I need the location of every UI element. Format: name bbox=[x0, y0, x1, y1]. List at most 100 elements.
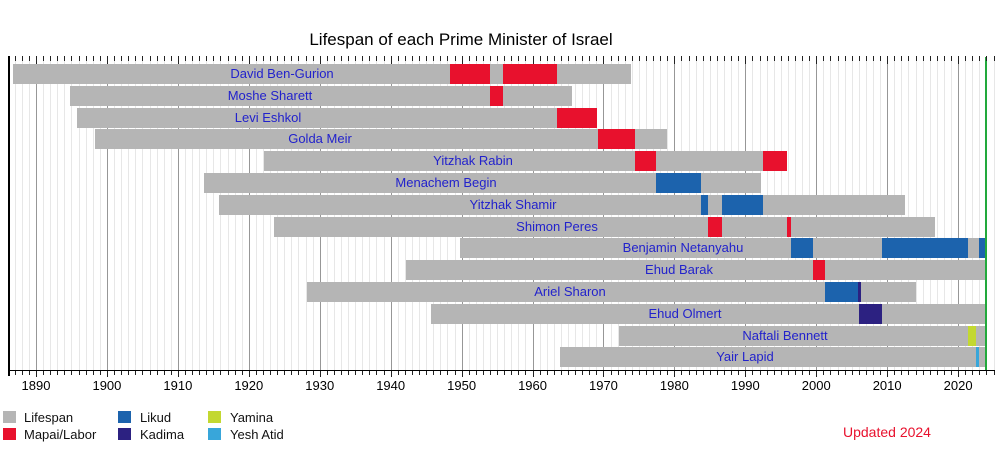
axis-tick-top bbox=[206, 56, 208, 61]
legend-label-mapai-labor: Mapai/Labor bbox=[24, 427, 97, 442]
term-segment-mapai_labor bbox=[557, 107, 598, 128]
axis-tick-top bbox=[560, 56, 562, 61]
axis-tick-top bbox=[681, 56, 683, 61]
axis-tick-top bbox=[64, 56, 66, 61]
axis-tick-bottom bbox=[85, 370, 87, 375]
lifespan-bar bbox=[69, 85, 572, 106]
legend-swatch-yamina bbox=[208, 411, 221, 423]
axis-tick-top bbox=[284, 56, 286, 61]
pm-name-label: Levi Eshkol bbox=[234, 109, 302, 125]
axis-tick-bottom bbox=[248, 370, 250, 377]
axis-tick-bottom bbox=[802, 370, 804, 375]
axis-tick-top bbox=[553, 56, 555, 61]
pm-name-label: Golda Meir bbox=[288, 131, 352, 147]
gridline-year bbox=[192, 56, 194, 370]
axis-tick-top bbox=[326, 56, 328, 61]
gridline-year bbox=[85, 56, 87, 370]
axis-tick-bottom bbox=[333, 370, 335, 375]
axis-tick-bottom bbox=[482, 370, 484, 375]
axis-tick-top bbox=[943, 56, 945, 61]
axis-tick-bottom bbox=[617, 370, 619, 375]
x-axis-label: 1900 bbox=[92, 378, 122, 393]
lifespan-bar bbox=[559, 347, 987, 368]
axis-tick-top bbox=[99, 56, 101, 61]
gridline-year bbox=[28, 56, 30, 370]
gridline-year bbox=[213, 56, 215, 370]
axis-tick-bottom bbox=[894, 370, 896, 375]
axis-tick-top bbox=[752, 56, 754, 61]
x-axis-label: 1970 bbox=[588, 378, 618, 393]
axis-tick-top bbox=[539, 56, 541, 61]
term-segment-likud bbox=[979, 238, 987, 259]
axis-tick-top bbox=[951, 56, 953, 61]
axis-tick-top bbox=[546, 56, 548, 61]
axis-tick-top bbox=[830, 56, 832, 61]
gridline-year bbox=[206, 56, 208, 370]
axis-tick-top bbox=[674, 56, 676, 64]
axis-tick-top bbox=[844, 56, 846, 61]
axis-tick-bottom bbox=[936, 370, 938, 375]
axis-tick-top bbox=[57, 56, 59, 61]
updated-note: Updated 2024 bbox=[843, 424, 931, 440]
gridline-year bbox=[64, 56, 66, 370]
axis-tick-bottom bbox=[610, 370, 612, 375]
axis-tick-bottom bbox=[383, 370, 385, 375]
gridline-year bbox=[78, 56, 80, 370]
axis-tick-top bbox=[128, 56, 130, 61]
axis-tick-top bbox=[787, 56, 789, 61]
axis-tick-top bbox=[745, 56, 747, 64]
axis-tick-bottom bbox=[972, 370, 974, 375]
axis-tick-top bbox=[305, 56, 307, 61]
gridline-year bbox=[184, 56, 186, 370]
axis-tick-bottom bbox=[277, 370, 279, 375]
axis-tick-bottom bbox=[567, 370, 569, 375]
axis-tick-top bbox=[184, 56, 186, 61]
axis-tick-top bbox=[376, 56, 378, 61]
axis-tick-bottom bbox=[419, 370, 421, 375]
axis-tick-top bbox=[972, 56, 974, 61]
axis-tick-top bbox=[667, 56, 669, 61]
axis-tick-top bbox=[901, 56, 903, 61]
axis-tick-top bbox=[419, 56, 421, 61]
lifespan-bar bbox=[405, 260, 987, 281]
axis-tick-top bbox=[248, 56, 250, 64]
axis-tick-top bbox=[135, 56, 137, 61]
axis-tick-bottom bbox=[844, 370, 846, 375]
x-axis-label: 1940 bbox=[376, 378, 406, 393]
axis-tick-top bbox=[709, 56, 711, 61]
axis-tick-top bbox=[993, 56, 995, 61]
axis-tick-top bbox=[525, 56, 527, 61]
axis-tick-top bbox=[192, 56, 194, 61]
legend-label-kadima: Kadima bbox=[140, 427, 185, 442]
axis-tick-bottom bbox=[908, 370, 910, 375]
axis-tick-top bbox=[794, 56, 796, 61]
axis-tick-top bbox=[823, 56, 825, 61]
axis-tick-top bbox=[865, 56, 867, 61]
axis-tick-bottom bbox=[809, 370, 811, 375]
axis-tick-top bbox=[114, 56, 116, 61]
x-axis-label: 2010 bbox=[872, 378, 902, 393]
axis-tick-bottom bbox=[78, 370, 80, 375]
axis-tick-bottom bbox=[397, 370, 399, 375]
x-axis-label: 1910 bbox=[163, 378, 193, 393]
axis-tick-top bbox=[504, 56, 506, 61]
axis-tick-bottom bbox=[865, 370, 867, 375]
axis-tick-top bbox=[21, 56, 23, 61]
axis-tick-top bbox=[780, 56, 782, 61]
axis-tick-top bbox=[738, 56, 740, 61]
axis-tick-top bbox=[887, 56, 889, 64]
gridline-year bbox=[92, 56, 94, 370]
x-axis-label: 1920 bbox=[234, 378, 264, 393]
axis-tick-top bbox=[220, 56, 222, 61]
gridline-year bbox=[121, 56, 123, 370]
gridline-year bbox=[21, 56, 23, 370]
axis-tick-bottom bbox=[14, 370, 16, 375]
axis-tick-bottom bbox=[958, 370, 960, 377]
axis-tick-bottom bbox=[21, 370, 23, 375]
gridline-year bbox=[915, 56, 917, 370]
pm-name-label: Ehud Barak bbox=[645, 262, 713, 278]
gridline-year bbox=[114, 56, 116, 370]
axis-tick-top bbox=[646, 56, 648, 61]
axis-tick-top bbox=[227, 56, 229, 61]
axis-tick-top bbox=[468, 56, 470, 61]
